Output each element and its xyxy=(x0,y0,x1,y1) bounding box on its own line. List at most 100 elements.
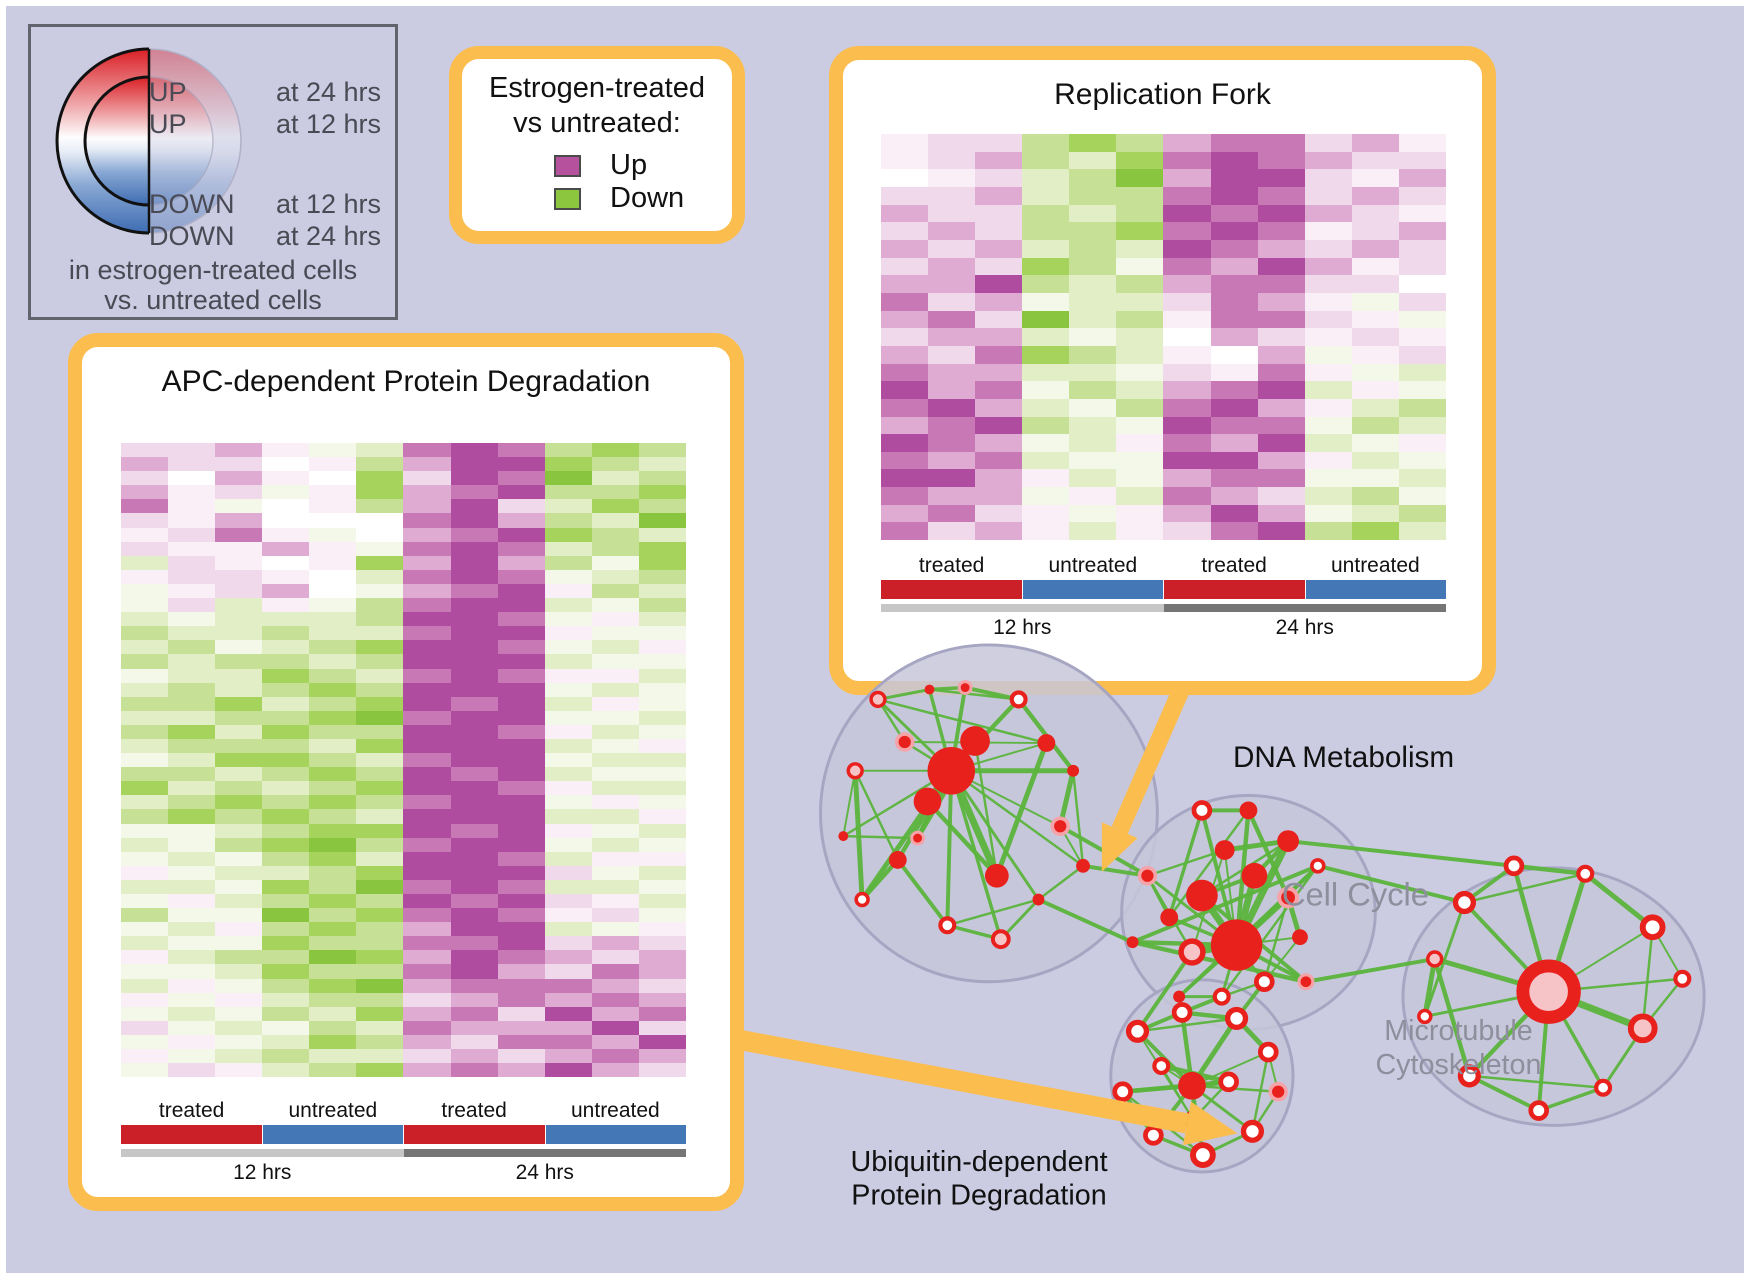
heatmap-cell xyxy=(215,1034,263,1050)
heatmap-cell xyxy=(262,738,310,754)
heatmap-cell xyxy=(262,555,310,570)
cluster-ellipse xyxy=(819,643,1159,984)
heatmap-cell xyxy=(262,865,310,880)
heatmap-cell xyxy=(544,922,592,937)
heatmap-cell xyxy=(1116,169,1164,187)
heatmap-cell xyxy=(1398,416,1446,435)
gene-node-white-center xyxy=(854,891,870,908)
time-bar xyxy=(881,604,1164,612)
heatmap-row xyxy=(121,992,686,1007)
heatmap-cell xyxy=(1351,134,1399,152)
heatmap-cell xyxy=(1069,292,1117,311)
heatmap-cell xyxy=(356,1034,404,1050)
heatmap-cell xyxy=(215,879,263,894)
updown-gradient-circles-icon xyxy=(55,47,242,235)
heatmap-cell xyxy=(544,612,592,627)
heatmap-cell xyxy=(356,583,404,599)
heatmap-cell xyxy=(403,1049,451,1064)
heatmap-cell xyxy=(1351,275,1399,293)
heatmap-cell xyxy=(1351,239,1399,258)
heatmap-cell xyxy=(403,668,451,683)
heatmap-cell xyxy=(215,1006,263,1021)
heatmap-cell xyxy=(1210,487,1258,505)
heatmap-cell xyxy=(262,823,310,838)
heatmap-cell xyxy=(450,485,498,500)
network-edge xyxy=(1315,863,1467,905)
heatmap-cell xyxy=(309,1049,357,1064)
heatmap-cell xyxy=(450,555,498,570)
heatmap-cell xyxy=(1116,328,1164,346)
untreated-condition-bar xyxy=(545,1125,686,1144)
heatmap-cell xyxy=(215,499,263,514)
heatmap-cell xyxy=(450,443,498,458)
gene-node xyxy=(1173,990,1186,1003)
heatmap-cell xyxy=(168,753,216,768)
heatmap-cell xyxy=(215,555,263,570)
heatmap-cell xyxy=(638,485,686,500)
heatmap-cell xyxy=(638,583,686,599)
heatmap-cell xyxy=(356,823,404,838)
heatmap-cell xyxy=(356,1063,404,1078)
cluster-ellipse xyxy=(1120,794,1377,1031)
heatmap-cell xyxy=(928,522,976,541)
heatmap-cell xyxy=(403,485,451,500)
heatmap-cell xyxy=(403,541,451,556)
heatmap-cell xyxy=(262,1049,310,1064)
heatmap-cell xyxy=(215,724,263,739)
heatmap-cell xyxy=(450,809,498,824)
heatmap-cell xyxy=(262,753,310,768)
heatmap-cell xyxy=(1116,398,1164,417)
heatmap-cell xyxy=(1022,328,1070,346)
heatmap-cell xyxy=(497,837,545,852)
heatmap-cell xyxy=(1069,204,1117,223)
network-edge xyxy=(1303,956,1437,984)
heatmap-cell xyxy=(450,738,498,754)
heatmap-cell xyxy=(450,626,498,641)
heatmap-row xyxy=(121,936,686,951)
gene-node-white-center xyxy=(938,916,957,935)
heatmap-cell xyxy=(544,851,592,866)
heatmap-cell xyxy=(975,469,1023,488)
heatmap-cell xyxy=(1022,487,1070,505)
network-edge xyxy=(1463,872,1587,904)
network-edge xyxy=(1582,871,1656,930)
heatmap-cell xyxy=(262,569,310,584)
network-edge xyxy=(1251,1090,1280,1133)
gene-node xyxy=(1292,929,1308,946)
heatmap-cell xyxy=(1257,451,1305,470)
heatmap-cell xyxy=(403,696,451,711)
heatmap-cell xyxy=(1022,257,1070,276)
heatmap-cell xyxy=(262,541,310,556)
heatmap-cell xyxy=(591,753,639,768)
condition-label: treated xyxy=(918,554,985,577)
heatmap-cell xyxy=(262,682,310,697)
heatmap-cell xyxy=(497,936,545,951)
network-edge xyxy=(924,767,955,805)
network-edge xyxy=(1189,1015,1240,1089)
heatmap-cell xyxy=(497,499,545,514)
heatmap-cell xyxy=(1210,169,1258,187)
heatmap-cell xyxy=(121,668,169,683)
heatmap-cell xyxy=(638,851,686,866)
heatmap-cell xyxy=(1210,345,1258,364)
heatmap-cell xyxy=(975,186,1023,205)
heatmap-cell xyxy=(928,151,976,170)
heatmap-cell xyxy=(450,992,498,1007)
heatmap-row xyxy=(121,696,686,711)
heatmap-cell xyxy=(881,222,929,240)
condition-label: treated xyxy=(158,1099,225,1122)
heatmap-cell xyxy=(1163,328,1211,346)
heatmap-cell xyxy=(450,922,498,937)
heatmap-cell xyxy=(1116,345,1164,364)
heatmap-cell xyxy=(1257,310,1305,329)
heatmap-cell xyxy=(1069,169,1117,187)
heatmap-cell xyxy=(1257,222,1305,240)
heatmap-cell xyxy=(544,1049,592,1064)
heatmap-cell xyxy=(975,416,1023,435)
apc-degradation-axis: treated untreated treated untreated 12 hrs 24… xyxy=(121,1099,686,1189)
heatmap-cell xyxy=(497,513,545,528)
network-edge xyxy=(1285,895,1303,940)
heatmap-cell xyxy=(1257,416,1305,435)
heatmap-cell xyxy=(1069,381,1117,399)
heatmap-cell xyxy=(168,978,216,993)
